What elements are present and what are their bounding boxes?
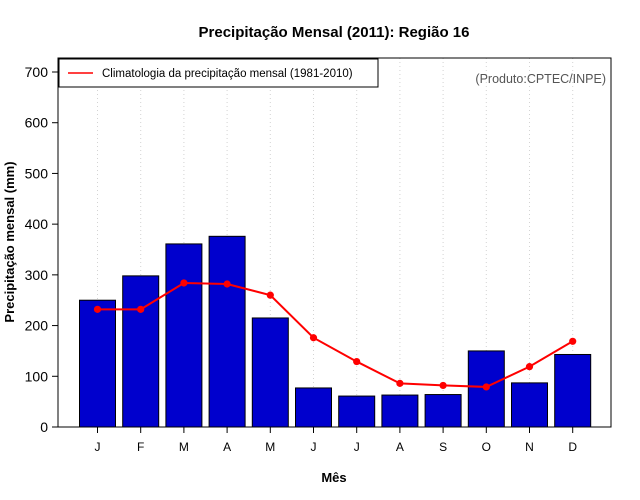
x-tick-label-1: J (95, 440, 101, 454)
x-tick-label-3: M (179, 440, 189, 454)
climatology-point-7 (353, 357, 361, 366)
bars-group (79, 235, 592, 428)
bar-9 (424, 394, 462, 428)
y-axis-label: Precipitação mensal (mm) (2, 161, 17, 322)
y-tick-label-300: 300 (25, 267, 49, 283)
bar-11 (511, 382, 548, 428)
climatology-point-4 (223, 280, 231, 288)
climatology-point-1 (93, 305, 102, 313)
bar-1 (79, 299, 116, 428)
x-tick-label-4: A (223, 440, 231, 454)
bar-2 (122, 275, 160, 428)
chart-title: Precipitação Mensal (2011): Região 16 (199, 24, 470, 41)
bar-3 (165, 243, 203, 428)
x-tick-label-8: A (396, 440, 404, 454)
climatology-point-9 (439, 381, 447, 390)
y-tick-label-200: 200 (25, 318, 49, 334)
x-axis-label: Mês (321, 470, 346, 485)
y-tick-label-0: 0 (40, 419, 48, 435)
x-tick-label-2: F (137, 440, 144, 454)
x-tick-label-10: O (482, 440, 491, 454)
x-tick-label-7: J (354, 440, 360, 454)
y-axis: 0 100 200 300 400 500 600 700 (25, 64, 58, 435)
x-tick-label-5: M (265, 440, 275, 454)
source-annotation: (Produto:CPTEC/INPE) (475, 72, 606, 86)
bar-7 (338, 395, 376, 428)
y-tick-label-400: 400 (25, 216, 49, 232)
bar-8 (381, 394, 419, 428)
bar-12 (554, 353, 592, 428)
climatology-point-8 (396, 379, 404, 387)
climatology-point-11 (525, 363, 534, 371)
climatology-point-3 (180, 279, 188, 287)
y-tick-label-700: 700 (25, 64, 49, 80)
climatology-point-10 (482, 383, 490, 391)
climatology-point-12 (569, 337, 577, 345)
y-tick-label-600: 600 (25, 115, 49, 131)
bar-4 (208, 235, 246, 428)
legend-box (58, 58, 379, 88)
y-tick-label-500: 500 (25, 165, 49, 181)
plot-frame (57, 57, 612, 428)
climatology-point-2 (137, 305, 145, 313)
x-tick-label-11: N (525, 440, 534, 454)
climatology-point-6 (309, 334, 318, 342)
climatology-point-5 (266, 291, 274, 299)
legend: Climatologia da precipitação mensal (198… (58, 58, 379, 88)
x-tick-label-12: D (568, 440, 577, 454)
legend-label: Climatologia da precipitação mensal (198… (102, 68, 353, 80)
climatology-line-group (93, 279, 577, 391)
bar-6 (295, 387, 332, 428)
x-tick-label-9: S (439, 440, 447, 454)
y-tick-label-100: 100 (25, 368, 49, 384)
climatology-line (97, 281, 574, 388)
x-tick-label-6: J (311, 440, 317, 454)
bar-5 (251, 317, 289, 428)
